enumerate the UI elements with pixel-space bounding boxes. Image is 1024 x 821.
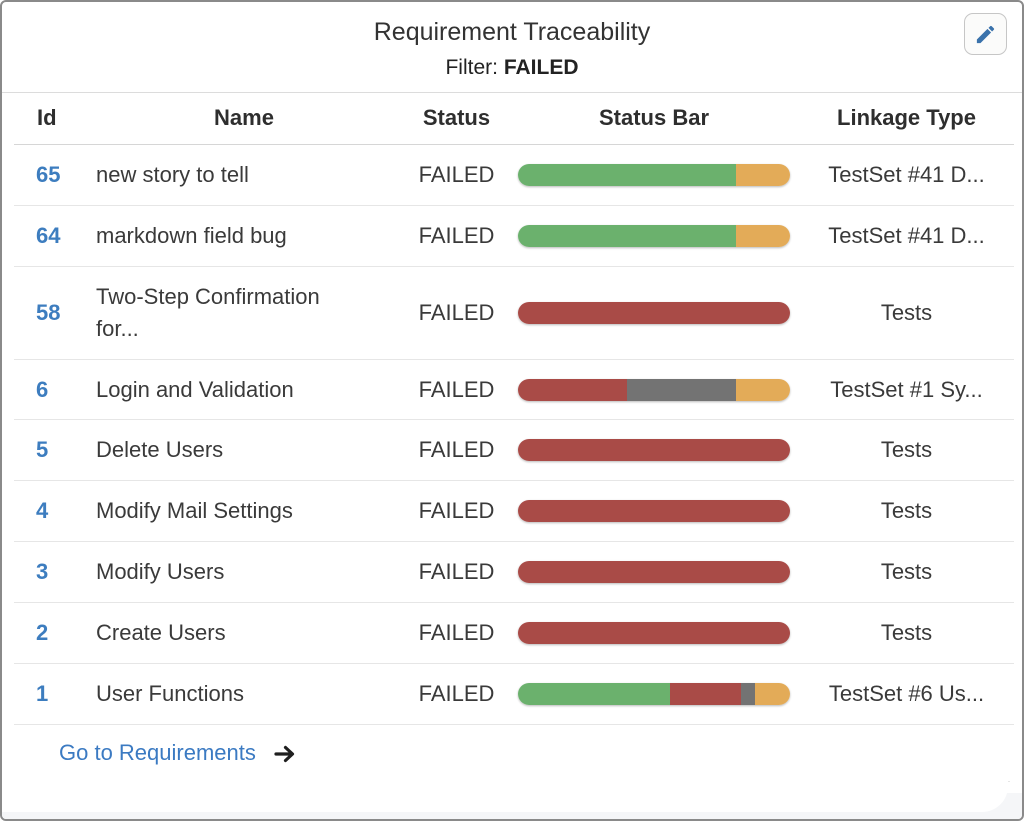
traceability-table: Id Name Status Status Bar Linkage Type 6… — [14, 93, 1014, 725]
status-bar-segment-red — [670, 682, 742, 705]
requirement-name: Modify Mail Settings — [96, 498, 293, 524]
table-row: 64 markdown field bug FAILED TestSet #41 D.… — [14, 205, 1014, 267]
column-header-id: Id — [14, 93, 84, 145]
requirement-status: FAILED — [404, 663, 509, 725]
table-row: 4 Modify Mail Settings FAILED Tests — [14, 480, 1014, 543]
table-row: 6 Login and Validation FAILED TestSet #1 Sy… — [14, 359, 1014, 421]
linkage-type: Tests — [799, 541, 1014, 604]
requirement-name: Two-Step Confirmation for... — [96, 283, 320, 341]
requirement-status: FAILED — [404, 266, 509, 360]
status-bar-segment-red — [518, 500, 790, 523]
column-header-name: Name — [84, 93, 404, 145]
linkage-type: TestSet #41 D... — [799, 205, 1014, 267]
requirement-status: FAILED — [404, 144, 509, 206]
status-bar-segment-orange — [735, 163, 790, 186]
linkage-type: TestSet #41 D... — [799, 144, 1014, 206]
arrow-right-icon — [262, 740, 296, 765]
table-row: 3 Modify Users FAILED Tests — [14, 541, 1014, 604]
pencil-icon — [974, 23, 997, 46]
status-bar — [518, 378, 790, 401]
requirement-id-link[interactable]: 1 — [36, 680, 49, 706]
filter-line: Filter: FAILED — [2, 56, 1022, 80]
requirement-name: markdown field bug — [96, 222, 287, 248]
requirement-id-link[interactable]: 2 — [36, 620, 49, 646]
status-bar-segment-red — [518, 622, 790, 645]
table-row: 65 new story to tell FAILED TestSet #41 D..… — [14, 144, 1014, 206]
table-body: 65 new story to tell FAILED TestSet #41 D..… — [14, 144, 1014, 725]
edit-widget-button[interactable] — [964, 13, 1007, 55]
status-bar — [518, 561, 790, 584]
table-row: 1 User Functions FAILED TestSet #6 Us... — [14, 663, 1014, 725]
column-header-linkage-type: Linkage Type — [799, 93, 1014, 145]
requirement-id-link[interactable]: 6 — [36, 376, 49, 402]
status-bar — [518, 439, 790, 462]
status-bar-segment-red — [518, 439, 790, 462]
requirement-status: FAILED — [404, 602, 509, 665]
status-bar-segment-red — [518, 301, 790, 324]
requirement-id-link[interactable]: 4 — [36, 498, 49, 524]
filter-label: Filter: — [445, 56, 498, 79]
status-bar-segment-gray — [626, 378, 736, 401]
linkage-type: Tests — [799, 419, 1014, 482]
table-row: 58 Two-Step Confirmation for... FAILED Test… — [14, 266, 1014, 360]
status-bar-segment-orange — [754, 682, 790, 705]
widget-header: Requirement Traceability Filter: FAILED — [2, 2, 1022, 93]
linkage-type: Tests — [799, 602, 1014, 665]
status-bar-segment-red — [518, 561, 790, 584]
linkage-type: Tests — [799, 480, 1014, 543]
status-bar — [518, 622, 790, 645]
status-bar-segment-gray — [741, 682, 755, 705]
linkage-type: TestSet #1 Sy... — [799, 359, 1014, 421]
requirement-status: FAILED — [404, 359, 509, 421]
requirement-name: Create Users — [96, 620, 226, 646]
requirement-id-link[interactable]: 3 — [36, 559, 49, 585]
status-bar-segment-green — [518, 682, 671, 705]
requirement-id-link[interactable]: 58 — [36, 299, 61, 325]
column-header-status-bar: Status Bar — [509, 93, 799, 145]
status-bar — [518, 163, 790, 186]
table-row: 2 Create Users FAILED Tests — [14, 602, 1014, 665]
requirement-status: FAILED — [404, 419, 509, 482]
requirement-id-link[interactable]: 65 — [36, 161, 61, 187]
table-row: 5 Delete Users FAILED Tests — [14, 419, 1014, 482]
card-bottom-curve — [2, 770, 1008, 812]
requirement-name: new story to tell — [96, 162, 249, 187]
filter-value: FAILED — [503, 56, 579, 79]
status-bar — [518, 500, 790, 523]
widget-title: Requirement Traceability — [373, 18, 651, 46]
table-header-row: Id Name Status Status Bar Linkage Type — [14, 93, 1014, 145]
requirement-name: Delete Users — [96, 437, 224, 463]
requirement-id-link[interactable]: 5 — [36, 437, 49, 463]
status-bar-segment-red — [518, 378, 627, 401]
requirement-status: FAILED — [404, 541, 509, 604]
status-bar — [518, 301, 790, 324]
requirement-name: Modify Users — [96, 559, 225, 585]
requirement-status: FAILED — [404, 480, 509, 543]
status-bar-segment-green — [518, 224, 736, 247]
linkage-type: TestSet #6 Us... — [799, 663, 1014, 725]
status-bar-segment-orange — [735, 224, 790, 247]
go-to-requirements-link[interactable]: Go to Requirements — [59, 739, 256, 765]
status-bar-segment-green — [518, 163, 736, 186]
status-bar — [518, 224, 790, 247]
column-header-status: Status — [404, 93, 509, 145]
requirement-name: User Functions — [96, 681, 244, 707]
requirement-name: Login and Validation — [96, 376, 294, 402]
requirement-status: FAILED — [404, 205, 509, 267]
linkage-type: Tests — [799, 266, 1014, 360]
status-bar-segment-orange — [735, 378, 790, 401]
requirement-id-link[interactable]: 64 — [36, 222, 61, 248]
status-bar — [518, 682, 790, 705]
